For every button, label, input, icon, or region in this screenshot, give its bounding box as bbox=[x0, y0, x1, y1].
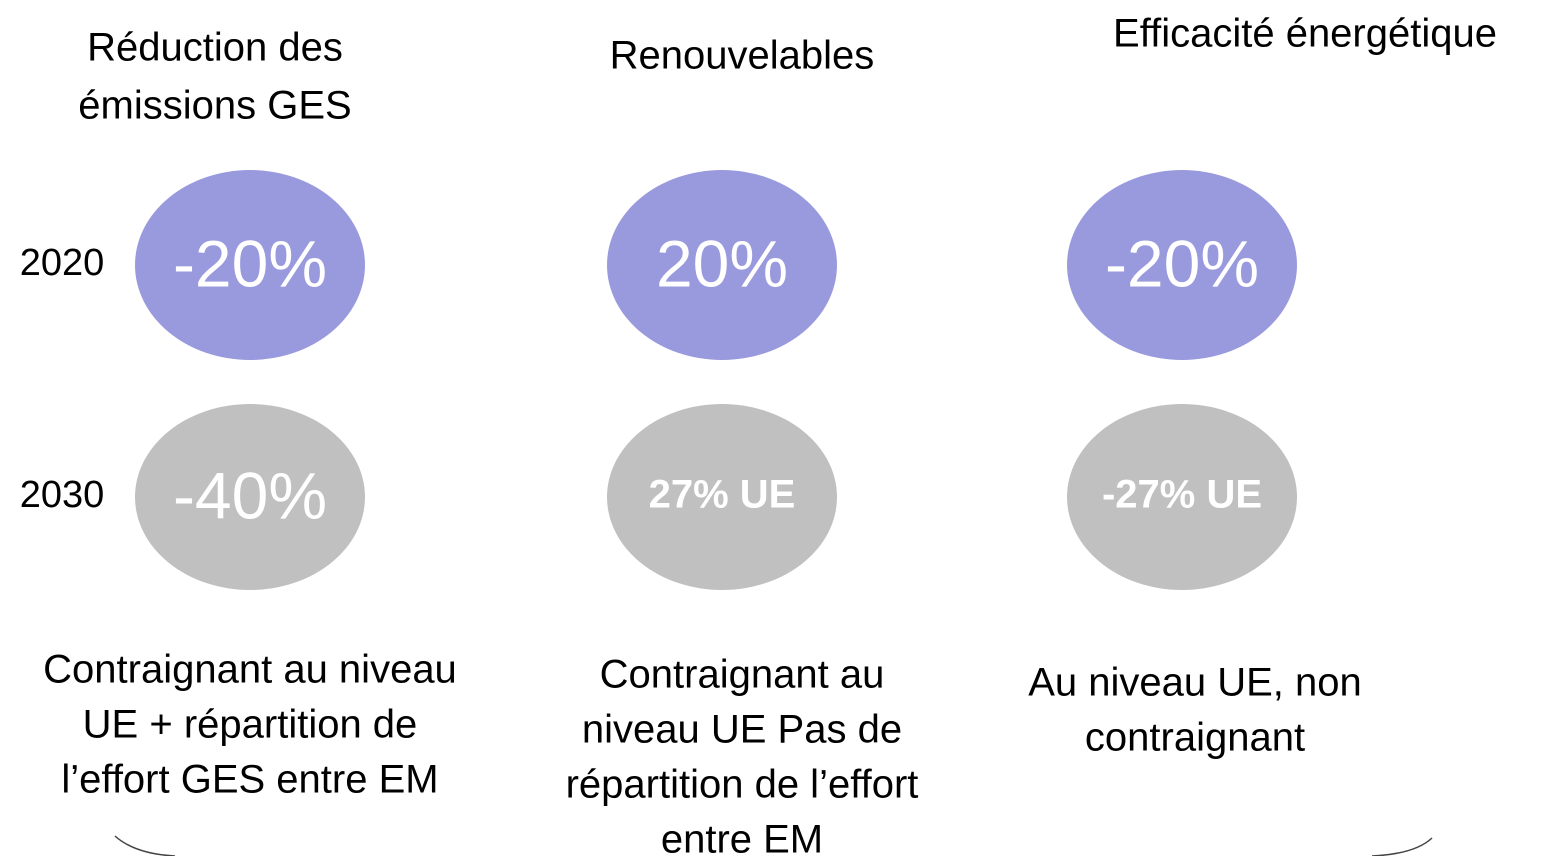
brace bbox=[114, 835, 1433, 856]
column-description: niveau UE Pas de bbox=[582, 708, 902, 752]
column-description: Contraignant au niveau bbox=[43, 648, 457, 692]
target-circle bbox=[607, 404, 837, 590]
target-circle bbox=[1067, 404, 1297, 590]
column-description: répartition de l’effort bbox=[566, 763, 919, 807]
column-title: Efficacité énergétique bbox=[1113, 12, 1497, 56]
target-value: -20% bbox=[173, 226, 327, 300]
column-description: contraignant bbox=[1085, 716, 1305, 760]
column-description: UE + répartition de bbox=[83, 703, 418, 747]
target-circle bbox=[135, 170, 365, 360]
target-circle bbox=[1067, 170, 1297, 360]
target-value: -27% UE bbox=[1102, 473, 1262, 517]
target-value: -20% bbox=[1105, 226, 1259, 300]
target-value: 20% bbox=[656, 226, 788, 300]
year-label: 2030 bbox=[20, 474, 105, 516]
year-label: 2020 bbox=[20, 242, 105, 284]
target-value: 27% UE bbox=[649, 473, 796, 517]
target-value: -40% bbox=[173, 458, 327, 532]
column-description: Contraignant au bbox=[600, 653, 885, 697]
column-title: Renouvelables bbox=[610, 34, 875, 78]
target-circle bbox=[607, 170, 837, 360]
column-title: Réduction des bbox=[87, 26, 343, 70]
column-description: entre EM bbox=[661, 818, 823, 856]
column-description: Au niveau UE, non bbox=[1028, 661, 1362, 705]
target-circle bbox=[135, 404, 365, 590]
column-title: émissions GES bbox=[78, 84, 351, 128]
column-description: l’effort GES entre EM bbox=[61, 758, 438, 802]
